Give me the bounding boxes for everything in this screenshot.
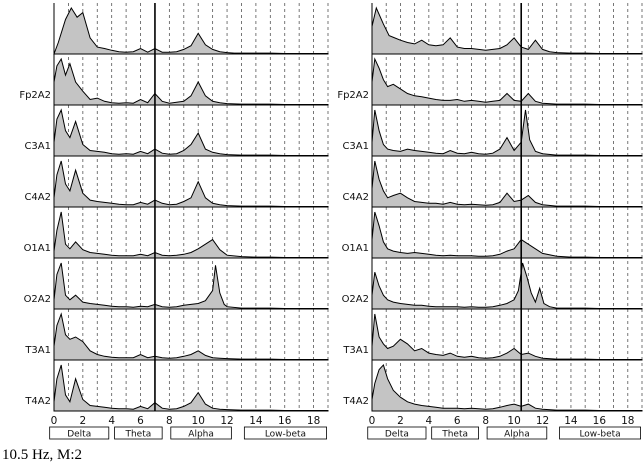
x-tick-label: 8 bbox=[482, 415, 489, 427]
x-tick-label: 0 bbox=[369, 415, 376, 427]
channel-label: Fp2A2 bbox=[337, 90, 369, 101]
band-label: Delta bbox=[385, 430, 409, 440]
x-tick-label: 8 bbox=[166, 415, 173, 427]
x-tick-label: 10 bbox=[192, 415, 205, 427]
band-box bbox=[243, 426, 327, 440]
x-tick-label: 2 bbox=[397, 415, 404, 427]
band-label: Alpha bbox=[504, 430, 530, 440]
band-label: Low-beta bbox=[265, 430, 306, 440]
channel-label: O1A1 bbox=[342, 243, 369, 254]
channel-label: C4A2 bbox=[24, 192, 51, 203]
x-tick-label: 16 bbox=[278, 415, 292, 427]
x-tick-label: 18 bbox=[621, 415, 634, 427]
x-tick-label: 12 bbox=[536, 415, 549, 427]
spectrum-trace bbox=[53, 211, 329, 259]
spectrum-trace bbox=[53, 312, 329, 361]
band-label: Low-beta bbox=[579, 430, 620, 440]
x-tick-label: 14 bbox=[249, 415, 263, 427]
band-box bbox=[431, 426, 479, 440]
x-tick-label: 12 bbox=[220, 415, 233, 427]
channel-label: O2A2 bbox=[342, 294, 369, 305]
x-tick-label: 18 bbox=[307, 415, 320, 427]
channel-label: C4A2 bbox=[342, 192, 369, 203]
band-label: Delta bbox=[67, 430, 91, 440]
channel-label: T3A1 bbox=[342, 345, 369, 356]
spectrum-trace bbox=[53, 57, 329, 106]
channel-label: T4A2 bbox=[342, 396, 369, 407]
channel-label: O2A2 bbox=[24, 294, 51, 305]
spectrum-trace bbox=[371, 109, 643, 157]
band-label: Theta bbox=[124, 430, 151, 440]
band-label: Theta bbox=[441, 430, 468, 440]
spectrum-trace bbox=[371, 211, 643, 259]
spectrum-trace bbox=[371, 57, 643, 106]
x-tick-label: 4 bbox=[425, 415, 432, 427]
x-tick-label: 16 bbox=[593, 415, 607, 427]
channel-label: Fp2A2 bbox=[19, 90, 51, 101]
channel-label: C3A1 bbox=[24, 141, 51, 152]
x-tick-label: 14 bbox=[564, 415, 578, 427]
spectrum-trace bbox=[371, 313, 643, 361]
band-box bbox=[114, 426, 163, 440]
x-tick-label: 0 bbox=[51, 415, 58, 427]
band-box bbox=[49, 426, 110, 440]
x-tick-label: 10 bbox=[507, 415, 520, 427]
spectrum-trace bbox=[371, 364, 643, 412]
x-tick-label: 4 bbox=[108, 415, 115, 427]
x-tick-label: 2 bbox=[79, 415, 86, 427]
figure-caption: 10.5 Hz, M:2 bbox=[2, 447, 82, 463]
spectrum-trace bbox=[371, 160, 643, 208]
spectrum-trace bbox=[53, 262, 329, 310]
band-box bbox=[486, 426, 548, 440]
band-box bbox=[367, 426, 427, 440]
band-box bbox=[170, 426, 232, 440]
band-box bbox=[559, 426, 641, 440]
x-tick-label: 6 bbox=[454, 415, 461, 427]
channel-label: T4A2 bbox=[24, 396, 51, 407]
channel-label: O1A1 bbox=[24, 243, 51, 254]
x-tick-label: 6 bbox=[137, 415, 144, 427]
channel-label: T3A1 bbox=[24, 345, 51, 356]
channel-label: C3A1 bbox=[342, 141, 369, 152]
spectrum-trace bbox=[371, 262, 643, 310]
band-label: Alpha bbox=[188, 430, 214, 440]
spectrum-trace bbox=[53, 108, 329, 157]
spectrum-trace bbox=[371, 6, 643, 55]
spectrum-trace bbox=[53, 364, 329, 412]
spectrum-trace bbox=[53, 160, 329, 208]
spectrum-trace bbox=[53, 6, 329, 55]
